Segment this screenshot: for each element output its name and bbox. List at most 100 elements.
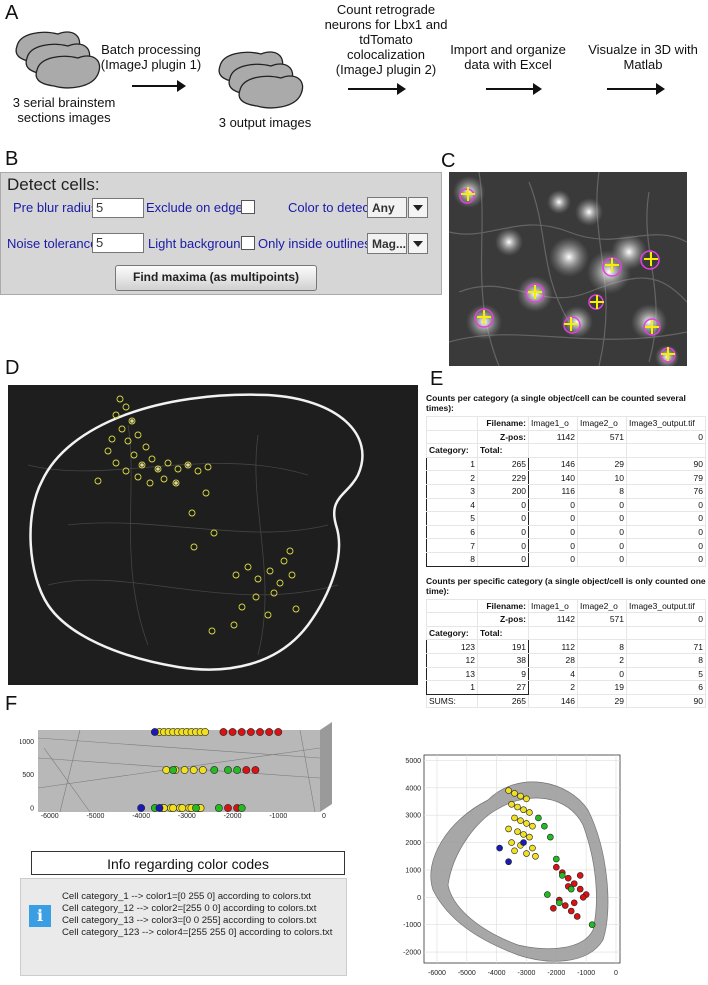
panel-label-b: B xyxy=(5,148,19,170)
x-tick-label: -6000 xyxy=(41,813,59,820)
y-tick-label: 500 xyxy=(22,772,34,779)
red-data-point xyxy=(246,728,255,736)
panel-label-f: F xyxy=(5,693,18,715)
rows1-cell: 265 xyxy=(477,456,529,472)
input-caption: 3 serial brainstem sections images xyxy=(12,95,116,125)
color-detect-dropdown-icon[interactable] xyxy=(408,197,428,218)
find-maxima-button[interactable]: Find maxima (as multipoints) xyxy=(115,265,317,291)
rows1-cell: 0 xyxy=(626,538,706,553)
sum-total: 265 xyxy=(477,693,529,709)
panel-label-d: D xyxy=(5,357,20,379)
sums-label: SUMS: xyxy=(426,693,478,709)
flow-arrow-4 xyxy=(607,83,665,95)
rows2-cell: 0 xyxy=(577,666,627,682)
counts-table-1: Filename: Image1_o Image2_o Image3_output.t… xyxy=(426,416,706,567)
yellow-data-point xyxy=(162,766,171,774)
exclude-edges-checkbox[interactable] xyxy=(241,200,255,214)
rows1-cell: 7 xyxy=(426,538,478,553)
red-data-point xyxy=(576,885,584,893)
outlines-select[interactable]: Mag... xyxy=(367,233,407,254)
zpos-1b: 571 xyxy=(577,429,627,445)
info-icon: i xyxy=(29,905,51,927)
category-label-1: Category: xyxy=(426,443,478,458)
rows2-cell: 2 xyxy=(577,652,627,668)
rows1-cell: 90 xyxy=(626,456,706,472)
red-data-point xyxy=(570,880,578,887)
noise-input[interactable]: 5 xyxy=(92,233,144,253)
red-data-point xyxy=(228,728,237,736)
output-caption: 3 output images xyxy=(218,115,312,130)
green-data-point xyxy=(547,833,554,841)
flow-arrow-2 xyxy=(348,83,406,95)
red-data-point xyxy=(561,902,569,909)
table-row: 3 200 116 8 76 xyxy=(426,483,706,499)
x-tick-label: -1000 xyxy=(577,970,595,977)
rows2-cell: 28 xyxy=(528,652,578,668)
y-tick-label: -1000 xyxy=(403,922,421,929)
pre-blur-label: Pre blur radius xyxy=(13,200,98,215)
rows1-cell: 0 xyxy=(528,511,578,526)
red-data-point xyxy=(553,863,560,871)
total-label-1: Total: xyxy=(477,443,529,458)
yellow-data-point xyxy=(532,852,539,860)
rows1-cell: 0 xyxy=(477,524,529,540)
step2-text: Count retrograde neurons for Lbx1 and td… xyxy=(324,2,448,77)
brainstem-section-image xyxy=(8,385,418,685)
rows1-cell: 0 xyxy=(528,497,578,513)
green-data-point xyxy=(237,804,246,812)
outlines-dropdown-icon[interactable] xyxy=(408,233,428,254)
rows2-cell: 12 xyxy=(426,652,478,668)
rows2-cell: 19 xyxy=(577,680,627,695)
red-data-point xyxy=(576,872,584,879)
rows2-cell: 4 xyxy=(528,666,578,682)
light-background-checkbox[interactable] xyxy=(241,236,255,250)
rows1-cell: 29 xyxy=(577,456,627,472)
yellow-data-point xyxy=(523,795,530,803)
info-line-3: Cell category_13 --> color3=[0 0 255] ac… xyxy=(62,915,317,926)
rows2-cell: 2 xyxy=(528,680,578,695)
yellow-data-point xyxy=(508,800,515,808)
table1-title: Counts per category (a single object/cel… xyxy=(426,393,686,413)
zpos-1a: 1142 xyxy=(528,429,578,445)
red-data-point xyxy=(265,728,274,736)
green-data-point xyxy=(553,855,560,863)
flow-arrow-3 xyxy=(486,83,542,95)
rows1-cell: 8 xyxy=(426,551,478,567)
rows1-cell: 0 xyxy=(626,511,706,526)
yellow-data-point xyxy=(523,850,530,857)
x-tick-label: -5000 xyxy=(86,813,104,820)
x-tick-label: -4000 xyxy=(132,813,150,820)
rows1-cell: 0 xyxy=(477,551,529,567)
rows1-cell: 1 xyxy=(426,456,478,472)
filename-label-1: Filename: xyxy=(477,416,529,431)
yellow-data-point xyxy=(526,833,533,841)
green-data-point xyxy=(224,766,232,774)
detect-cells-dialog: Detect cells: Pre blur radius 5 Exclude … xyxy=(0,172,442,295)
red-data-point xyxy=(219,728,228,736)
yellow-data-point xyxy=(520,806,527,814)
category-label-2: Category: xyxy=(426,625,478,641)
yellow-data-point xyxy=(529,822,536,830)
pre-blur-input[interactable]: 5 xyxy=(92,198,144,218)
sum-3: 90 xyxy=(626,693,706,709)
blue-data-point xyxy=(155,804,164,812)
red-data-point xyxy=(550,904,557,912)
rows1-cell: 8 xyxy=(577,483,627,499)
file-2b: Image2_o xyxy=(577,598,627,614)
rows1-cell: 0 xyxy=(626,497,706,513)
yellow-data-point xyxy=(180,766,189,774)
color-detect-select[interactable]: Any xyxy=(367,197,407,218)
x-tick-label: -3000 xyxy=(178,813,196,820)
rows1-cell: 79 xyxy=(626,470,706,485)
table-row: 12 38 28 2 8 xyxy=(426,652,706,668)
rows1-cell: 140 xyxy=(528,470,578,485)
yellow-data-point xyxy=(523,820,530,827)
rows1-cell: 4 xyxy=(426,497,478,513)
flow-arrow-1 xyxy=(132,80,186,92)
x-tick-label: -1000 xyxy=(269,813,287,820)
y-tick-label: 4000 xyxy=(405,785,421,792)
rows1-cell: 146 xyxy=(528,456,578,472)
